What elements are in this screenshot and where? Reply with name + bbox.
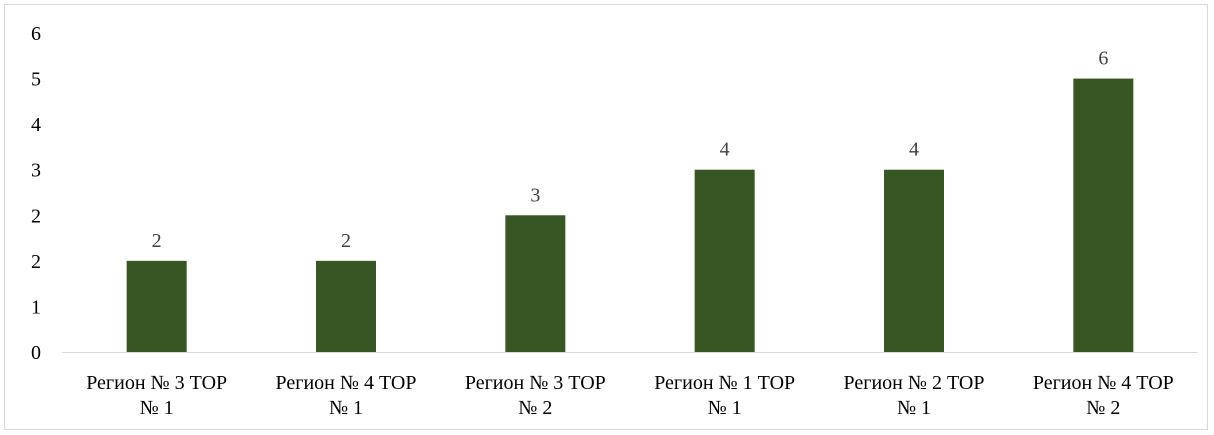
bar [126, 260, 187, 352]
data-label: 4 [720, 139, 730, 161]
data-label: 2 [152, 230, 162, 252]
category-label: Регион № 1 ТОР № 1 [654, 372, 795, 419]
data-label: 3 [530, 184, 540, 206]
bar [694, 169, 755, 352]
chart-frame [4, 4, 1208, 430]
category-label: Регион № 3 ТОР № 1 [86, 372, 227, 419]
y-tick-label: 3 [31, 160, 41, 182]
y-tick-label: 4 [31, 114, 41, 136]
bars [126, 78, 1134, 353]
y-tick-label: 1 [31, 296, 41, 318]
category-labels: Регион № 3 ТОР № 1 Регион № 4 ТОР № 1 Регион… [86, 372, 1174, 419]
y-tick-label: 2 [31, 251, 41, 273]
data-labels: 2 2 3 4 4 6 [152, 48, 1109, 252]
category-label: Регион № 4 ТОР № 1 [276, 372, 417, 419]
y-axis-ticks: 012234567 [31, 23, 41, 364]
data-label: 6 [1098, 48, 1108, 70]
category-label: Регион № 4 ТОР № 2 [1033, 372, 1174, 419]
bar [505, 215, 566, 352]
y-tick-label: 0 [31, 342, 41, 364]
data-label: 4 [909, 139, 919, 161]
bar [1073, 78, 1134, 353]
y-tick-label: 6 [31, 23, 41, 45]
category-label: Регион № 2 ТОР № 1 [844, 372, 985, 419]
data-label: 2 [341, 230, 351, 252]
y-tick-label: 2 [31, 205, 41, 227]
y-tick-label: 5 [31, 69, 41, 91]
category-label: Регион № 3 ТОР № 2 [465, 372, 606, 419]
bar [884, 169, 944, 352]
bar [316, 260, 376, 352]
